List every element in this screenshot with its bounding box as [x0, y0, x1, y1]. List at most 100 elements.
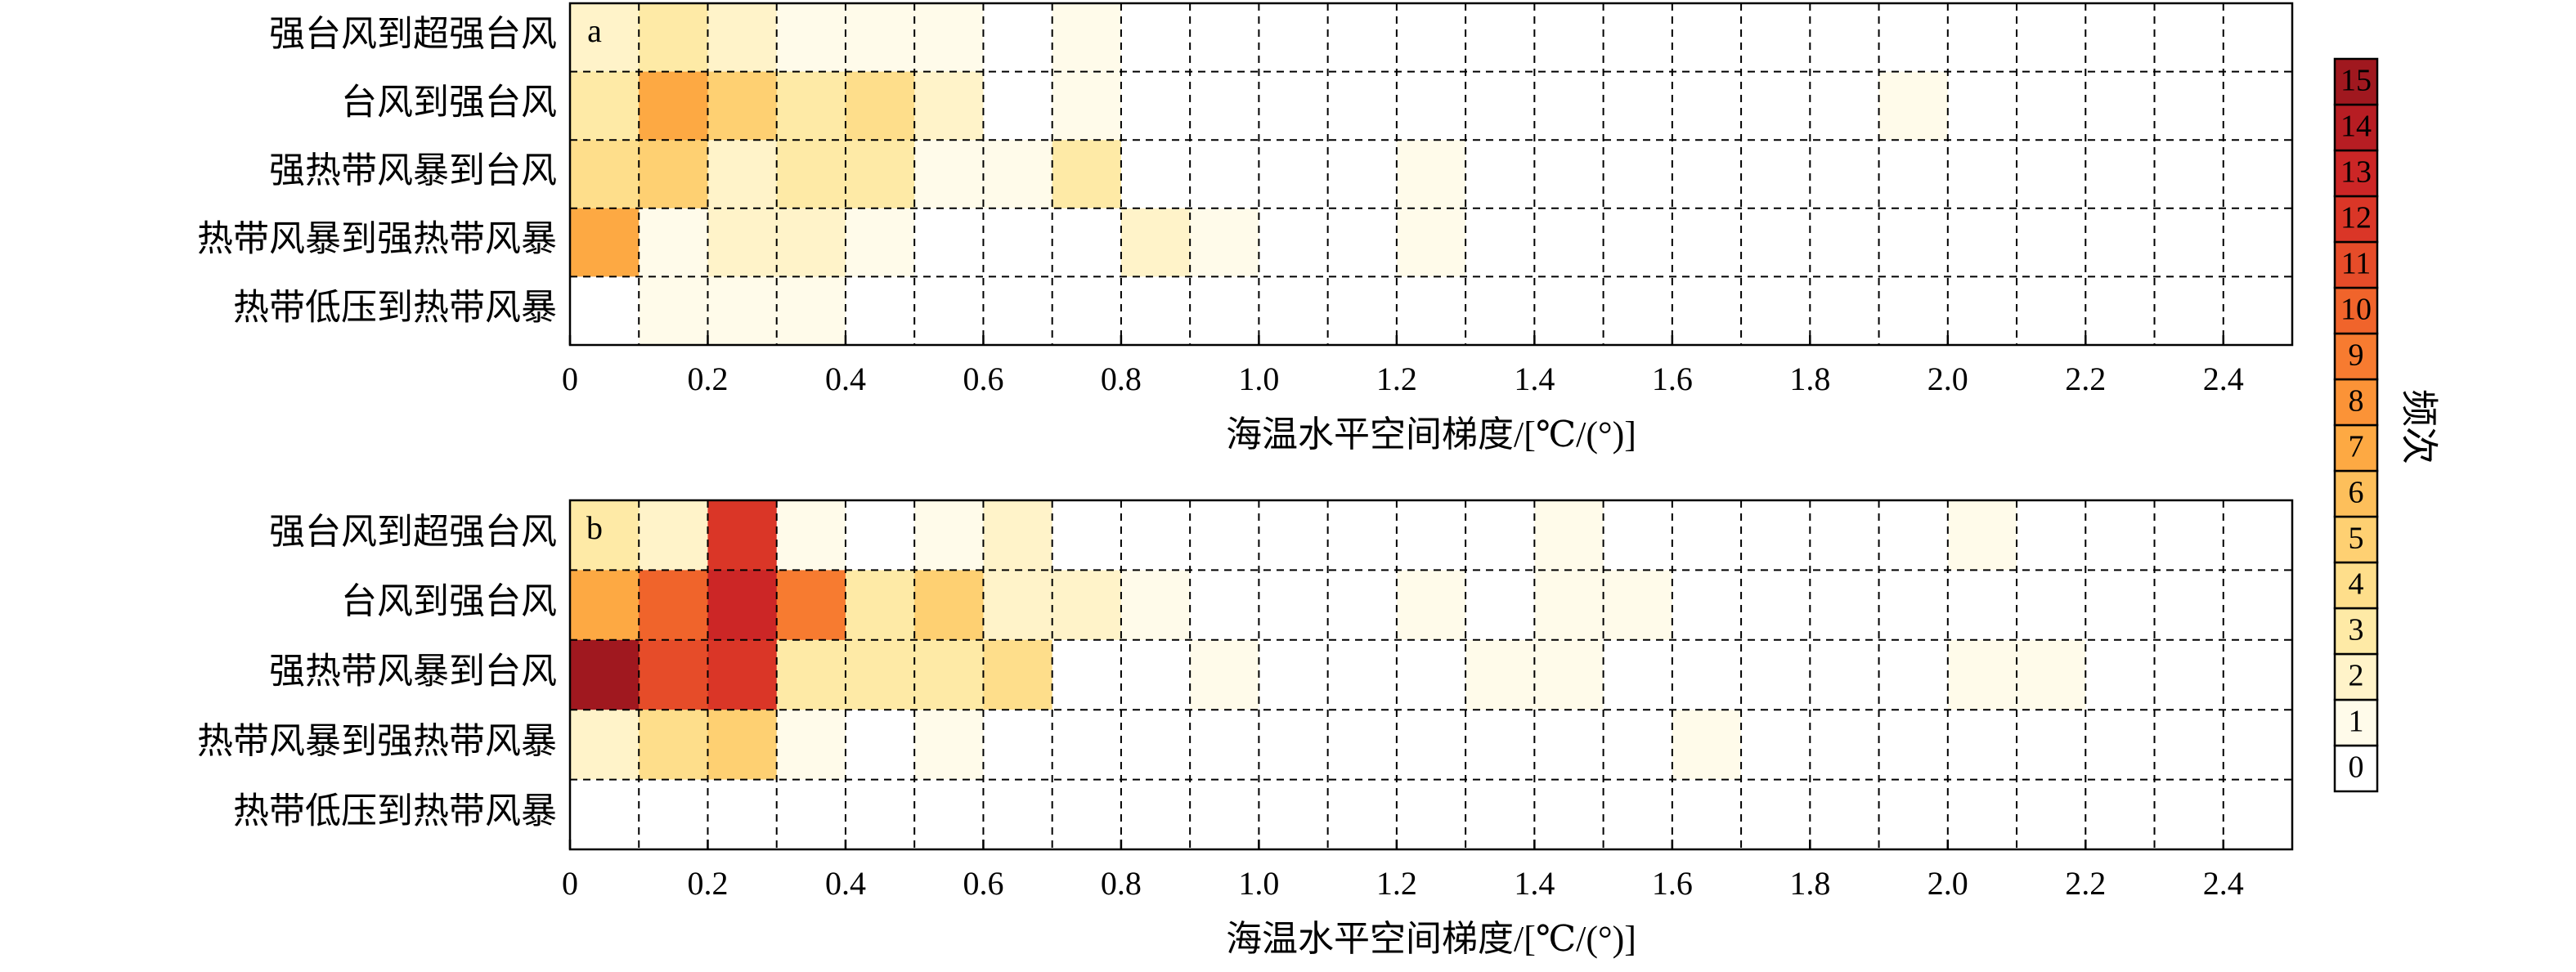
cell [2154, 276, 2224, 346]
cell [1259, 3, 1329, 73]
cell [570, 3, 640, 73]
cell [914, 140, 984, 209]
cell [1120, 3, 1191, 73]
cell [1465, 570, 1535, 641]
cell [1190, 276, 1259, 346]
cell [1396, 140, 1466, 209]
cell [1672, 71, 1742, 141]
cell [570, 71, 640, 141]
cell [1120, 208, 1191, 277]
cell [983, 276, 1053, 346]
cell [1947, 276, 2017, 346]
panel-label: b [586, 509, 603, 546]
cell [1534, 779, 1604, 850]
x-tick-label: 2.0 [1928, 865, 1968, 902]
x-tick-label: 1.8 [1789, 361, 1830, 397]
row-label: 热带低压到热带风暴 [233, 287, 557, 327]
cell [1947, 639, 2017, 710]
cell [845, 71, 915, 141]
cell [914, 276, 984, 346]
colorbar-tick-label: 7 [2349, 430, 2364, 464]
cell [2223, 639, 2293, 710]
cell [1052, 71, 1122, 141]
colorbar-tick-label: 10 [2340, 293, 2372, 327]
cell [983, 208, 1053, 277]
colorbar-tick-label: 14 [2340, 110, 2372, 144]
cell [1465, 710, 1535, 781]
cell [1741, 710, 1811, 781]
cell [983, 639, 1053, 710]
cell [914, 779, 984, 850]
cell [776, 570, 846, 641]
cell [1120, 710, 1191, 781]
x-tick-label: 0 [562, 865, 578, 902]
cell [1259, 140, 1329, 209]
cell [1396, 779, 1466, 850]
colorbar-tick-label: 4 [2349, 567, 2364, 602]
cell [983, 570, 1053, 641]
cell [639, 710, 708, 781]
cell [1120, 276, 1191, 346]
cell [776, 710, 846, 781]
cell [2017, 140, 2086, 209]
row-label: 强台风到超强台风 [269, 14, 557, 54]
cell [914, 500, 984, 571]
cell [1741, 208, 1811, 277]
cell [1120, 639, 1191, 710]
cell [983, 3, 1053, 73]
colorbar-tick-label: 5 [2349, 522, 2364, 556]
x-tick-label: 0.6 [963, 865, 1003, 902]
cell [1878, 710, 1949, 781]
colorbar-box [2333, 607, 2379, 656]
cell [2223, 570, 2293, 641]
x-tick-label: 1.2 [1376, 865, 1417, 902]
cell [914, 208, 984, 277]
row-label: 热带风暴到强热带风暴 [197, 219, 557, 259]
cell [1259, 779, 1329, 850]
cell [1878, 276, 1949, 346]
cell [2085, 710, 2156, 781]
cell [776, 500, 846, 571]
cell [914, 3, 984, 73]
cell [1259, 570, 1329, 641]
x-tick-label: 1.0 [1238, 361, 1279, 397]
cell [1465, 140, 1535, 209]
cell [1052, 140, 1122, 209]
cell [1947, 208, 2017, 277]
cell [707, 276, 778, 346]
x-tick-label: 2.2 [2065, 865, 2106, 902]
cell [707, 500, 778, 571]
cell [2085, 208, 2156, 277]
cell [1741, 71, 1811, 141]
x-tick-label: 2.4 [2203, 361, 2244, 397]
cell [570, 779, 640, 850]
cell [1672, 500, 1742, 571]
cell [1327, 3, 1398, 73]
x-tick-label: 0.2 [687, 865, 728, 902]
cell [639, 71, 708, 141]
cell [1810, 208, 1880, 277]
cell [1259, 500, 1329, 571]
cell [2085, 570, 2156, 641]
cell [2017, 71, 2086, 141]
cell [570, 500, 640, 571]
cell [1465, 3, 1535, 73]
cell [2085, 71, 2156, 141]
cell [1534, 3, 1604, 73]
cell [845, 639, 915, 710]
cell [2223, 208, 2293, 277]
cell [1327, 208, 1398, 277]
cell [2223, 710, 2293, 781]
cell [2085, 639, 2156, 710]
cell [707, 140, 778, 209]
row-label: 强台风到超强台风 [269, 512, 557, 552]
cell [1810, 570, 1880, 641]
cell [1396, 3, 1466, 73]
cell [1465, 779, 1535, 850]
cell [1120, 500, 1191, 571]
colorbar-box [2333, 515, 2379, 564]
plot-frame [568, 499, 2294, 851]
cell [1947, 570, 2017, 641]
row-label: 强热带风暴到台风 [269, 150, 557, 190]
cell [914, 570, 984, 641]
